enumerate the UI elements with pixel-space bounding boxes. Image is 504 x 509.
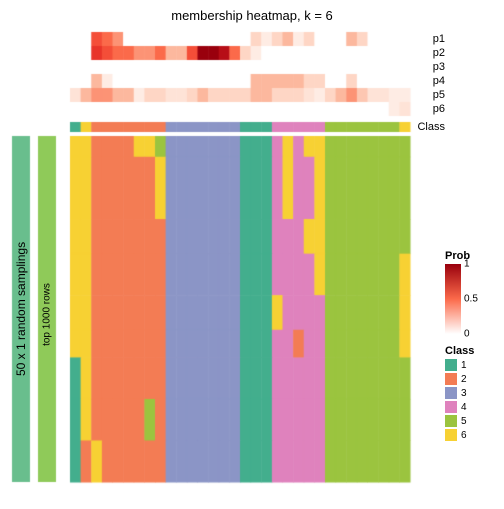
chart-title: membership heatmap, k = 6 — [0, 8, 504, 23]
swatch-label: 6 — [461, 430, 467, 441]
ylabel-samplings: 50 x 1 random samplings — [14, 256, 28, 376]
row-label-p6: p6 — [433, 103, 445, 115]
class-swatch-4: 4 — [445, 401, 474, 413]
prob-tick: 0 — [461, 329, 470, 340]
swatch-icon — [445, 387, 457, 399]
legend-prob: Prob 10.50 — [445, 250, 470, 334]
swatch-label: 4 — [461, 402, 467, 413]
legend-prob-gradient: 10.50 — [445, 264, 461, 334]
swatch-label: 2 — [461, 374, 467, 385]
row-label-p2: p2 — [433, 47, 445, 59]
legend-class-title: Class — [445, 345, 474, 357]
class-swatch-3: 3 — [445, 387, 474, 399]
heatmap-canvas — [0, 0, 504, 504]
swatch-icon — [445, 359, 457, 371]
prob-tick: 1 — [461, 259, 470, 270]
swatch-icon — [445, 429, 457, 441]
swatch-label: 5 — [461, 416, 467, 427]
legend-class: Class 1 2 3 4 5 6 — [445, 345, 474, 441]
row-label-p4: p4 — [433, 75, 445, 87]
row-label-p5: p5 — [433, 89, 445, 101]
row-label-p3: p3 — [433, 61, 445, 73]
class-swatch-1: 1 — [445, 359, 474, 371]
swatch-icon — [445, 415, 457, 427]
swatch-icon — [445, 401, 457, 413]
class-swatch-6: 6 — [445, 429, 474, 441]
swatch-label: 3 — [461, 388, 467, 399]
prob-tick: 0.5 — [461, 294, 478, 305]
row-label-p1: p1 — [433, 33, 445, 45]
row-label-class: Class — [417, 121, 445, 133]
swatch-icon — [445, 373, 457, 385]
swatch-label: 1 — [461, 360, 467, 371]
ylabel-toprows: top 1000 rows — [42, 255, 53, 375]
membership-heatmap: membership heatmap, k = 6 p1 p2 p3 p4 p5 p6 Cl… — [0, 0, 504, 504]
class-swatch-2: 2 — [445, 373, 474, 385]
class-swatch-5: 5 — [445, 415, 474, 427]
